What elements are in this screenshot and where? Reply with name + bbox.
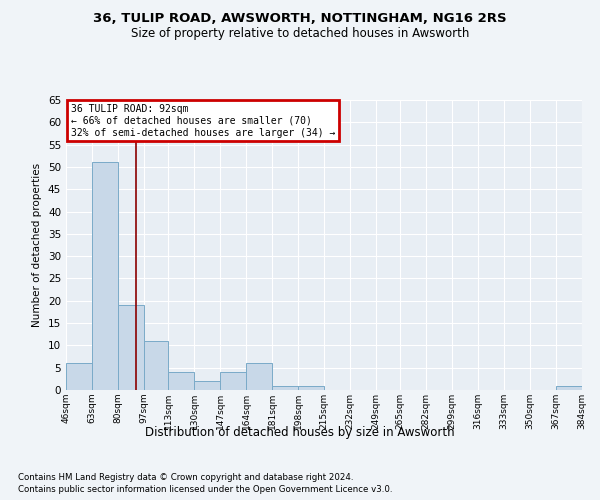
Text: 36 TULIP ROAD: 92sqm
← 66% of detached houses are smaller (70)
32% of semi-detac: 36 TULIP ROAD: 92sqm ← 66% of detached h… <box>71 104 335 138</box>
Bar <box>272 386 298 390</box>
Bar <box>220 372 246 390</box>
Bar <box>92 162 118 390</box>
Bar <box>144 341 168 390</box>
Bar <box>168 372 194 390</box>
Bar <box>246 363 272 390</box>
Text: Contains public sector information licensed under the Open Government Licence v3: Contains public sector information licen… <box>18 485 392 494</box>
Bar <box>194 381 220 390</box>
Text: Distribution of detached houses by size in Awsworth: Distribution of detached houses by size … <box>145 426 455 439</box>
Bar <box>66 363 92 390</box>
Text: Size of property relative to detached houses in Awsworth: Size of property relative to detached ho… <box>131 28 469 40</box>
Bar <box>118 305 144 390</box>
Bar <box>298 386 324 390</box>
Y-axis label: Number of detached properties: Number of detached properties <box>32 163 43 327</box>
Text: Contains HM Land Registry data © Crown copyright and database right 2024.: Contains HM Land Registry data © Crown c… <box>18 472 353 482</box>
Text: 36, TULIP ROAD, AWSWORTH, NOTTINGHAM, NG16 2RS: 36, TULIP ROAD, AWSWORTH, NOTTINGHAM, NG… <box>93 12 507 26</box>
Bar <box>556 386 582 390</box>
